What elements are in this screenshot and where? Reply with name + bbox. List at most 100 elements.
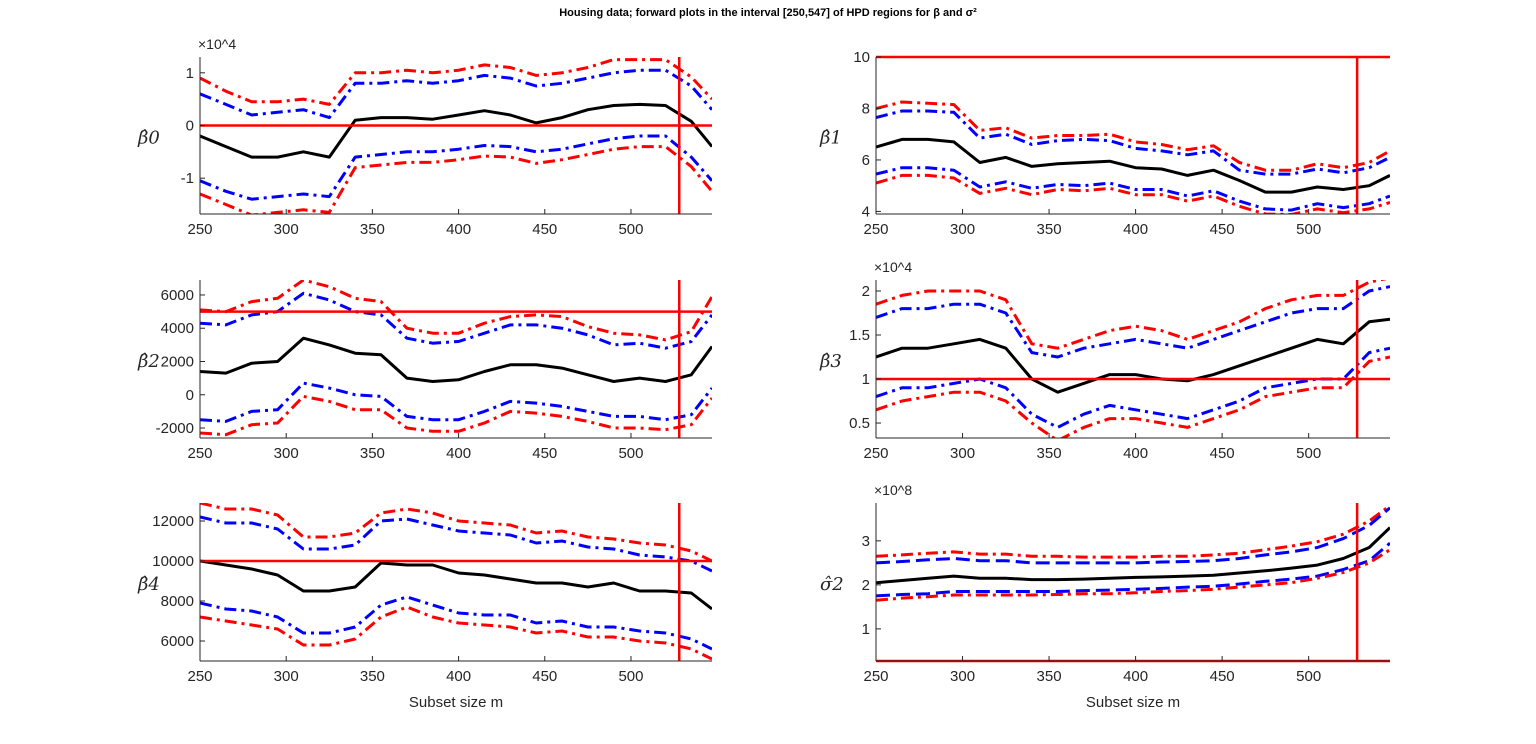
y-tick-label: 1 bbox=[862, 621, 870, 638]
y-tick-label: 1 bbox=[862, 371, 870, 388]
x-tick-label: 500 bbox=[618, 668, 643, 685]
x-tick-label: 350 bbox=[1037, 221, 1062, 238]
plot-area bbox=[876, 504, 1390, 602]
y-tick-label: 2000 bbox=[161, 353, 194, 370]
y-axis-label: β̂3 bbox=[819, 351, 842, 372]
y-tick-label: 8000 bbox=[161, 593, 194, 610]
series-estimate bbox=[876, 137, 1390, 194]
series-upper95 bbox=[876, 285, 1390, 359]
series-estimate bbox=[200, 559, 712, 611]
y-tick-label: 12000 bbox=[152, 513, 194, 530]
y-axis-label: σ̂2 bbox=[820, 574, 844, 595]
y-tick-label: 0.5 bbox=[849, 415, 870, 432]
series-upper95 bbox=[200, 515, 712, 573]
x-tick-label: 250 bbox=[187, 221, 212, 238]
axis-exponent: ×10^8 bbox=[874, 482, 912, 498]
y-tick-label: 2 bbox=[862, 283, 870, 300]
series-upper99 bbox=[200, 58, 712, 106]
y-tick-label: 1.5 bbox=[849, 327, 870, 344]
y-tick-label: 10000 bbox=[152, 553, 194, 570]
subplot-5: 250 300 350 400 450 500 1 2 3 ×10^8 σ̂2 Subset size… bbox=[820, 482, 1390, 711]
series-upper99 bbox=[876, 504, 1390, 559]
x-tick-label: 350 bbox=[1037, 445, 1062, 462]
series-lower95 bbox=[876, 541, 1390, 598]
series-lower99 bbox=[876, 173, 1390, 214]
x-tick-label: 450 bbox=[1210, 221, 1235, 238]
x-tick-label: 250 bbox=[187, 668, 212, 685]
series-lower99 bbox=[200, 605, 712, 661]
series-lower99 bbox=[200, 394, 712, 437]
x-tick-label: 450 bbox=[1210, 668, 1235, 685]
x-tick-label: 300 bbox=[274, 221, 299, 238]
x-tick-label: 250 bbox=[187, 445, 212, 462]
x-tick-label: 400 bbox=[446, 445, 471, 462]
series-estimate bbox=[200, 336, 712, 383]
plot-area bbox=[876, 280, 1390, 438]
x-tick-label: 400 bbox=[446, 221, 471, 238]
x-tick-label: 400 bbox=[1123, 668, 1148, 685]
series-lower95 bbox=[876, 346, 1390, 429]
plot-area bbox=[200, 58, 712, 214]
x-tick-label: 500 bbox=[1296, 445, 1321, 462]
subplot-4: 250 300 350 400 450 500 6000 8000 10000 12000 β̂4 S… bbox=[137, 503, 712, 711]
y-tick-label: -1 bbox=[181, 170, 194, 187]
x-tick-label: 300 bbox=[950, 221, 975, 238]
subplot-0: 250 300 350 400 450 500 -1 0 1×10^4 β̂0 bbox=[137, 36, 712, 238]
y-tick-label: 10 bbox=[853, 49, 870, 66]
panels: 250 300 350 400 450 500 -1 0 1 ×10^4 β̂0 250 300 350 4… bbox=[137, 36, 1390, 711]
x-tick-label: 300 bbox=[950, 445, 975, 462]
y-tick-label: -2000 bbox=[156, 420, 194, 437]
x-tick-label: 450 bbox=[1210, 445, 1235, 462]
x-tick-label: 500 bbox=[1296, 221, 1321, 238]
series-upper95 bbox=[200, 291, 712, 350]
series-lower99 bbox=[876, 548, 1390, 602]
plot-area bbox=[200, 503, 712, 661]
subplot-3: 250 300 350 400 450 500 0.5 1 1.5 2×10^4 β̂3 bbox=[819, 259, 1390, 462]
x-tick-label: 350 bbox=[360, 445, 385, 462]
series-estimate bbox=[876, 317, 1390, 394]
x-axis-label: Subset size m bbox=[1086, 694, 1180, 711]
y-tick-label: 8 bbox=[862, 100, 870, 117]
series-estimate bbox=[200, 102, 712, 159]
x-tick-label: 400 bbox=[1123, 221, 1148, 238]
x-tick-label: 250 bbox=[863, 221, 888, 238]
y-tick-label: 6000 bbox=[161, 287, 194, 304]
series-upper99 bbox=[200, 503, 712, 563]
series-lower95 bbox=[200, 381, 712, 423]
x-tick-label: 300 bbox=[274, 668, 299, 685]
x-tick-label: 250 bbox=[863, 445, 888, 462]
x-tick-label: 300 bbox=[950, 668, 975, 685]
x-tick-label: 500 bbox=[618, 445, 643, 462]
subplot-2: 250 300 350 400 450 500 -2000 0 2000 4000 6000 β̂2 bbox=[137, 280, 712, 462]
series-lower99 bbox=[876, 355, 1390, 438]
series-upper99 bbox=[200, 280, 712, 342]
x-tick-label: 350 bbox=[360, 221, 385, 238]
series-lower95 bbox=[200, 134, 712, 201]
x-tick-label: 400 bbox=[1123, 445, 1148, 462]
x-tick-label: 250 bbox=[863, 668, 888, 685]
axis-exponent: ×10^4 bbox=[874, 259, 912, 275]
x-tick-label: 450 bbox=[532, 221, 557, 238]
x-tick-label: 450 bbox=[532, 445, 557, 462]
y-axis-label: β̂2 bbox=[137, 351, 160, 372]
x-axis-label: Subset size m bbox=[409, 694, 503, 711]
y-tick-label: 6 bbox=[862, 152, 870, 169]
x-tick-label: 400 bbox=[446, 668, 471, 685]
x-tick-label: 500 bbox=[618, 221, 643, 238]
y-tick-label: 2 bbox=[862, 577, 870, 594]
plot-area bbox=[876, 100, 1390, 214]
series-upper95 bbox=[876, 506, 1390, 565]
y-tick-label: 6000 bbox=[161, 633, 194, 650]
y-tick-label: 4 bbox=[862, 203, 870, 220]
figure-title: Housing data; forward plots in the inter… bbox=[559, 7, 977, 19]
series-upper99 bbox=[876, 280, 1387, 350]
y-tick-label: 3 bbox=[862, 533, 870, 550]
x-tick-label: 450 bbox=[532, 668, 557, 685]
y-tick-label: 0 bbox=[186, 387, 194, 404]
y-axis-label: β̂0 bbox=[137, 128, 160, 149]
series-upper95 bbox=[876, 109, 1390, 176]
x-tick-label: 350 bbox=[1037, 668, 1062, 685]
axis-exponent: ×10^4 bbox=[198, 36, 236, 52]
series-lower95 bbox=[876, 166, 1390, 212]
